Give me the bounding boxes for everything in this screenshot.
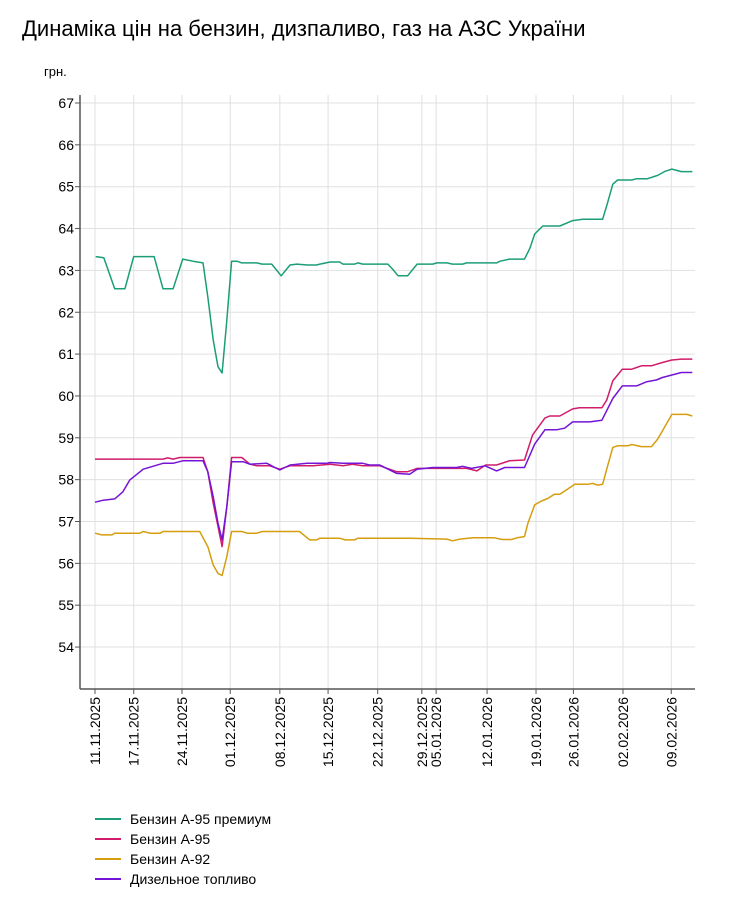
x-tick-label: 24.11.2025 bbox=[174, 697, 190, 766]
legend-label: Бензин А-95 премиум bbox=[130, 811, 272, 827]
y-tick-label: 57 bbox=[58, 514, 74, 530]
x-tick-label: 17.11.2025 bbox=[126, 697, 142, 766]
series-line-1 bbox=[95, 358, 693, 548]
legend: Бензин А-95 премиум Бензин А-95 Бензин А-9… bbox=[95, 809, 271, 889]
legend-swatch bbox=[95, 858, 121, 860]
y-tick-label: 65 bbox=[58, 179, 74, 195]
x-tick-label: 09.02.2026 bbox=[663, 697, 679, 767]
x-tick-label: 02.02.2026 bbox=[615, 697, 631, 767]
series-line-3 bbox=[94, 371, 693, 541]
legend-item: Бензин А-95 премиум bbox=[95, 809, 271, 829]
legend-swatch bbox=[95, 838, 121, 840]
x-tick-label: 12.01.2026 bbox=[479, 697, 495, 767]
y-tick-label: 60 bbox=[58, 388, 74, 404]
y-tick-label: 55 bbox=[58, 597, 74, 613]
y-axis-unit-label: грн. bbox=[44, 64, 67, 79]
chart-title: Динаміка цін на бензин, дизпаливо, газ н… bbox=[22, 16, 586, 41]
y-tick-label: 58 bbox=[58, 472, 74, 488]
y-tick-label: 66 bbox=[58, 137, 74, 153]
legend-item: Дизельное топливо bbox=[95, 869, 271, 889]
y-tick-label: 67 bbox=[58, 95, 74, 111]
y-tick-label: 59 bbox=[58, 430, 74, 446]
y-tick-label: 62 bbox=[58, 304, 74, 320]
x-tick-label: 29.12.2025 bbox=[414, 697, 430, 767]
x-tick-label: 19.01.2026 bbox=[528, 697, 544, 767]
legend-label: Бензин А-95 bbox=[130, 831, 211, 847]
y-tick-label: 64 bbox=[58, 221, 74, 237]
x-tick-label: 26.01.2026 bbox=[565, 697, 581, 767]
series-line-0 bbox=[95, 168, 693, 374]
x-tick-label: 15.12.2025 bbox=[320, 697, 336, 767]
x-tick-label: 08.12.2025 bbox=[272, 697, 288, 767]
y-tick-label: 54 bbox=[58, 639, 74, 655]
legend-label: Дизельное топливо bbox=[130, 871, 257, 887]
y-tick-label: 61 bbox=[58, 346, 74, 362]
y-tick-label: 56 bbox=[58, 555, 74, 571]
legend-label: Бензин А-92 bbox=[130, 851, 211, 867]
legend-swatch bbox=[95, 818, 121, 820]
legend-item: Бензин А-95 bbox=[95, 829, 271, 849]
y-tick-label: 63 bbox=[58, 262, 74, 278]
x-tick-label: 01.12.2025 bbox=[222, 697, 238, 767]
x-tick-label: 11.11.2025 bbox=[87, 697, 103, 765]
x-tick-label: 22.12.2025 bbox=[370, 697, 386, 767]
series-line-2 bbox=[94, 413, 693, 577]
legend-item: Бензин А-92 bbox=[95, 849, 271, 869]
x-tick-label: 05.01.2026 bbox=[428, 697, 444, 767]
legend-swatch bbox=[95, 878, 121, 880]
